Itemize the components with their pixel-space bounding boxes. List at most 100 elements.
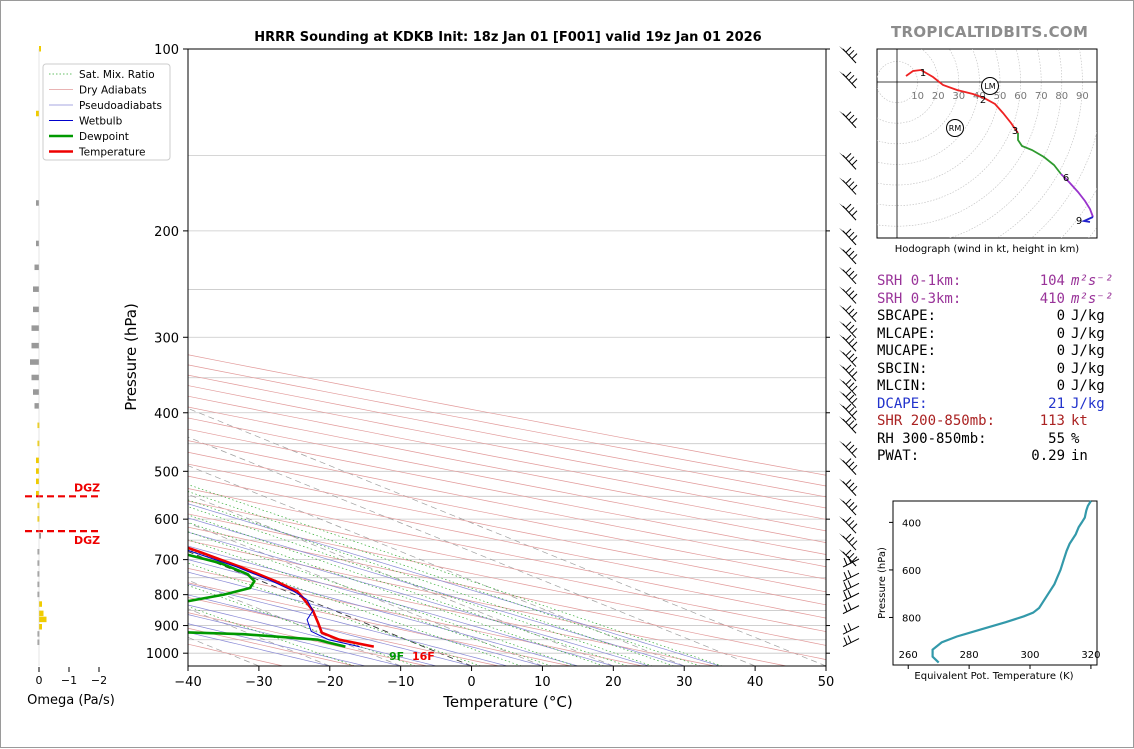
hodograph-tick-label: 70: [1035, 91, 1048, 102]
wind-barb: [839, 516, 858, 534]
wind-barb-feather: [848, 207, 855, 213]
skewt-xlabel: Temperature (°C): [442, 693, 572, 711]
omega-panel: DGZ DGZ 0 −1 −2: [25, 46, 107, 687]
theta-e-x-tick-label: 260: [899, 650, 918, 661]
legend-label: Pseudoadiabats: [79, 100, 162, 112]
skewt-title: HRRR Sounding at KDKB Init: 18z Jan 01 […: [254, 30, 761, 45]
stat-row: SRH 0-1km: 104 m²s⁻²: [877, 273, 1113, 291]
stat-unit: J/kg: [1071, 325, 1105, 342]
dry-adiabat-line: [188, 395, 826, 520]
stat-row: MLCAPE: 0 J/kg: [877, 326, 1113, 344]
legend-label: Dewpoint: [79, 131, 129, 143]
omega-x-tick-label: −2: [91, 674, 107, 687]
wind-barb-flag: [839, 227, 845, 234]
hodograph-trace: [1017, 133, 1062, 175]
x-tick-label: 20: [605, 675, 622, 690]
stat-row: RH 300-850mb: 55%: [877, 431, 1113, 449]
wind-barb: [839, 498, 858, 516]
wind-barb-flag: [839, 46, 845, 52]
wind-barb: [839, 246, 858, 265]
omega-bar: [39, 46, 41, 52]
pseudoadiabat-line: [188, 531, 649, 666]
omega-xlabel: Omega (Pa/s): [27, 693, 115, 708]
dry-adiabat-line: [188, 500, 826, 632]
mixing-ratio-line: [188, 521, 604, 666]
wind-barb-shaft: [842, 307, 857, 323]
wind-barb: [839, 457, 858, 475]
wind-barb-feather: [851, 274, 858, 280]
wind-barb-feather: [851, 556, 858, 562]
wind-barb: [839, 71, 858, 89]
hodograph-tick-label: 50: [994, 91, 1007, 102]
pseudoadiabat-line: [188, 594, 472, 666]
omega-bar: [31, 342, 39, 349]
wind-barb-shaft: [842, 460, 857, 475]
wind-barb-feather: [847, 635, 852, 643]
dgz-label: DGZ: [74, 534, 100, 547]
hodograph-trace: [1060, 173, 1094, 218]
wind-barb: [839, 334, 858, 352]
wind-barb-feather: [843, 582, 848, 590]
omega-bar: [36, 490, 39, 497]
x-tick-label: 0: [467, 675, 475, 690]
stat-label: SRH 0-1km:: [877, 273, 962, 289]
legend-label: Wetbulb: [79, 116, 123, 128]
wind-barb-feather: [851, 385, 858, 392]
wind-barb-shaft: [842, 336, 857, 352]
hodograph-tick-label: 60: [1014, 91, 1027, 102]
wind-barb-shaft: [842, 481, 857, 496]
series-wetbulb: [188, 549, 360, 648]
mixing-ratio-line: [188, 499, 674, 666]
omega-bar: [31, 374, 39, 381]
wind-barb-feather: [845, 46, 852, 53]
wind-barb-flag: [839, 286, 845, 293]
pseudoadiabat-line: [188, 559, 578, 666]
hodograph-height-label: 1: [920, 68, 926, 79]
storm-motion-label: LM: [984, 82, 995, 91]
mixing-ratio-label: 24: [100, 460, 110, 469]
wind-barb-feather: [845, 203, 852, 210]
wind-barb-feather: [851, 159, 858, 166]
omega-bar: [34, 403, 39, 409]
legend-label: Temperature: [78, 147, 146, 159]
pseudoadiabat-line: [188, 614, 401, 666]
wind-barb-shaft: [842, 381, 857, 396]
hodograph-tick-label: 10: [911, 91, 924, 102]
hodograph-height-label: 3: [1012, 126, 1018, 137]
wind-barb-feather: [848, 49, 855, 56]
hodograph-tick-label: 80: [1055, 91, 1068, 102]
wind-barb: [842, 622, 860, 635]
stat-value: 0.29: [1031, 448, 1065, 464]
surface-temp-label: 16F: [412, 650, 435, 663]
wind-barb-feather: [847, 622, 852, 631]
stat-row: SBCAPE: 0 J/kg: [877, 308, 1113, 326]
stat-unit: J/kg: [1071, 395, 1105, 412]
omega-bar: [36, 110, 39, 117]
wind-barb-feather: [851, 254, 858, 260]
wind-barb-feather: [845, 247, 852, 254]
wind-barb: [839, 378, 858, 396]
wind-barb: [839, 478, 858, 496]
omega-bar: [37, 422, 40, 429]
x-tick-label: −40: [174, 675, 201, 690]
wind-barb-feather: [851, 523, 858, 530]
omega-bar: [37, 631, 40, 637]
wind-barb-shaft: [842, 180, 857, 195]
mixing-ratio-line: [188, 531, 576, 666]
wind-barb-feather: [848, 382, 855, 389]
theta-e-y-tick-label: 800: [902, 613, 921, 624]
dry-adiabat-line: [188, 463, 826, 593]
wind-barb-flag: [839, 177, 845, 184]
wind-barb-feather: [848, 181, 855, 188]
wind-barb: [839, 533, 858, 551]
omega-bar: [37, 440, 40, 447]
mixing-ratio-line: [188, 585, 416, 666]
stat-unit: J/kg: [1071, 343, 1105, 359]
wind-barb-flag: [839, 304, 845, 311]
storm-motion-marker: [981, 77, 999, 95]
stat-label: SHR 200-850mb:: [877, 413, 996, 429]
wind-barb-flag: [839, 498, 845, 505]
stat-value: 55: [1048, 430, 1065, 447]
stat-row: SRH 0-3km: 410 m²s⁻²: [877, 291, 1113, 309]
wind-barb-feather: [845, 228, 852, 235]
